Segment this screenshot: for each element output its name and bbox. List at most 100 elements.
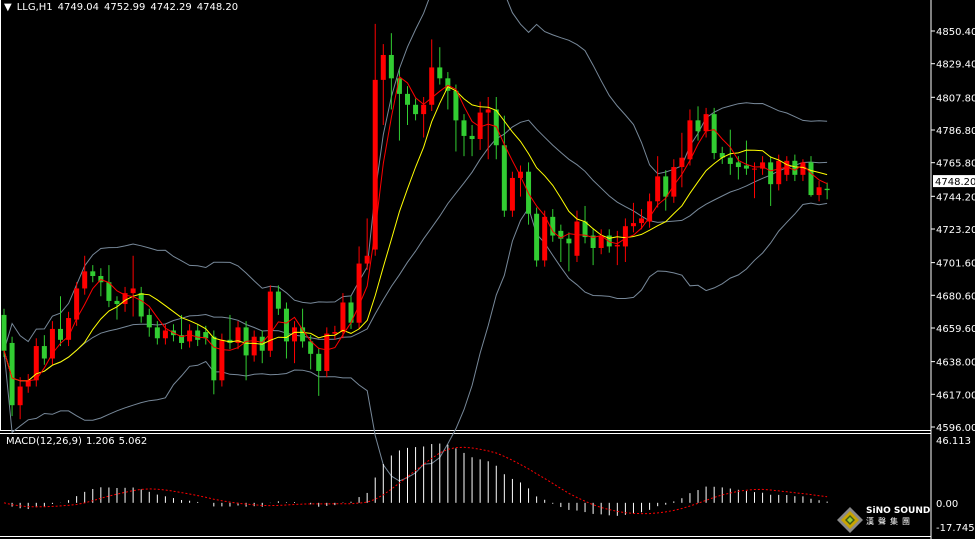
candle-up: [187, 330, 193, 342]
low-value: 4742.29: [150, 2, 192, 13]
candle-down: [211, 336, 217, 381]
candle-down: [90, 271, 96, 277]
candle-up: [251, 336, 257, 356]
candle-up: [485, 109, 491, 113]
high-value: 4752.99: [104, 2, 146, 13]
macd-tick-label: 0.00: [936, 499, 958, 510]
panel-frames: [0, 0, 932, 539]
candle-up: [49, 328, 55, 359]
price-tick-label: 4744.20: [936, 192, 975, 203]
price-tick-label: 4596.00: [936, 423, 975, 434]
candle-down: [534, 213, 540, 261]
candle-down: [501, 145, 507, 211]
candle-up: [33, 346, 39, 381]
candle-up: [784, 160, 790, 175]
macd-tick-label: 46.113: [936, 436, 971, 447]
fast-ma-line: [3, 75, 828, 382]
price-tick-label: 4765.80: [936, 159, 975, 170]
candle-up: [614, 244, 620, 247]
candle-down: [138, 293, 144, 317]
candle-down: [146, 314, 152, 328]
candle-up: [340, 302, 346, 333]
candle-down: [9, 342, 15, 406]
candle-down: [663, 176, 669, 197]
candle-down: [114, 300, 120, 305]
macd-label: MACD(12,26,9): [6, 436, 82, 447]
candle-up: [687, 120, 693, 160]
price-tick-label: 4638.00: [936, 358, 975, 369]
candle-up: [380, 54, 386, 80]
candle-up: [679, 157, 685, 168]
macd-header: MACD(12,26,9) 1.206 5.062: [6, 436, 151, 447]
candle-up: [703, 114, 709, 132]
price-tick-label: 4680.60: [936, 291, 975, 302]
candle-up: [372, 79, 378, 250]
candle-up: [74, 288, 80, 320]
candle-up: [639, 218, 645, 224]
candle-down: [445, 78, 451, 91]
candle-up: [235, 327, 241, 343]
candle-down: [743, 165, 749, 169]
candle-up: [542, 216, 548, 261]
candle-down: [308, 341, 314, 354]
candle-down: [154, 327, 160, 339]
macd-panel: 46.113 0.00 -17.745: [3, 436, 975, 534]
candle-down: [57, 328, 63, 340]
candle-down: [203, 332, 209, 339]
moving-averages: [3, 75, 828, 382]
candle-down: [453, 90, 459, 121]
candle-up: [356, 263, 362, 323]
price-tick-label: 4617.00: [936, 390, 975, 401]
candle-up: [752, 168, 758, 170]
price-tick-label: 4659.60: [936, 324, 975, 335]
candle-up: [292, 327, 298, 342]
candle-down: [808, 162, 814, 196]
candle-up: [324, 333, 330, 371]
candle-up: [647, 201, 653, 222]
price-tick-label: 4807.80: [936, 93, 975, 104]
candle-up: [421, 104, 427, 115]
candle-down: [711, 114, 717, 154]
candle-up: [17, 386, 23, 406]
candle-up: [598, 235, 604, 248]
candle-up: [776, 160, 782, 185]
bollinger-middle: [3, 119, 828, 382]
candle-up: [671, 167, 677, 197]
macd-main-value: 1.206: [85, 436, 115, 447]
candle-down: [719, 153, 725, 158]
diamond-logo-icon: [837, 507, 863, 533]
candle-down: [735, 162, 741, 168]
candle-down: [106, 282, 112, 301]
candle-up: [655, 176, 661, 202]
candle-up: [162, 330, 168, 339]
price-axis: 4850.40 4829.40 4807.80 4786.80 4765.80 4744.…: [931, 27, 975, 434]
candle-down: [316, 353, 322, 371]
candle-down: [437, 67, 443, 79]
candle-down: [824, 188, 830, 191]
symbol-label: LLG,H1: [16, 2, 53, 13]
macd-tick-label: -17.745: [936, 523, 975, 534]
candle-down: [695, 120, 701, 132]
candle-down: [179, 335, 185, 343]
price-tick-label: 4701.60: [936, 259, 975, 270]
candle-up: [429, 67, 435, 105]
candle-up: [760, 162, 766, 169]
candle-up: [630, 223, 636, 227]
macd-signal-value: 5.062: [118, 436, 148, 447]
candle-down: [396, 78, 402, 94]
candle-up: [25, 380, 31, 387]
candle-down: [768, 162, 774, 185]
close-value: 4748.20: [196, 2, 239, 13]
current-price-tag: [933, 175, 975, 188]
candle-up: [364, 255, 370, 264]
price-tick-label: 4723.20: [936, 225, 975, 236]
logo-chinese-text: 漢聲集團: [866, 517, 914, 526]
candle-down: [348, 302, 354, 323]
candle-down: [582, 221, 588, 238]
candle-up: [332, 332, 338, 334]
collapse-triangle-icon[interactable]: ▼: [4, 2, 12, 13]
candle-down: [195, 330, 201, 340]
slow-ma-line: [3, 86, 828, 382]
candle-up: [267, 291, 273, 351]
candle-down: [300, 327, 306, 342]
